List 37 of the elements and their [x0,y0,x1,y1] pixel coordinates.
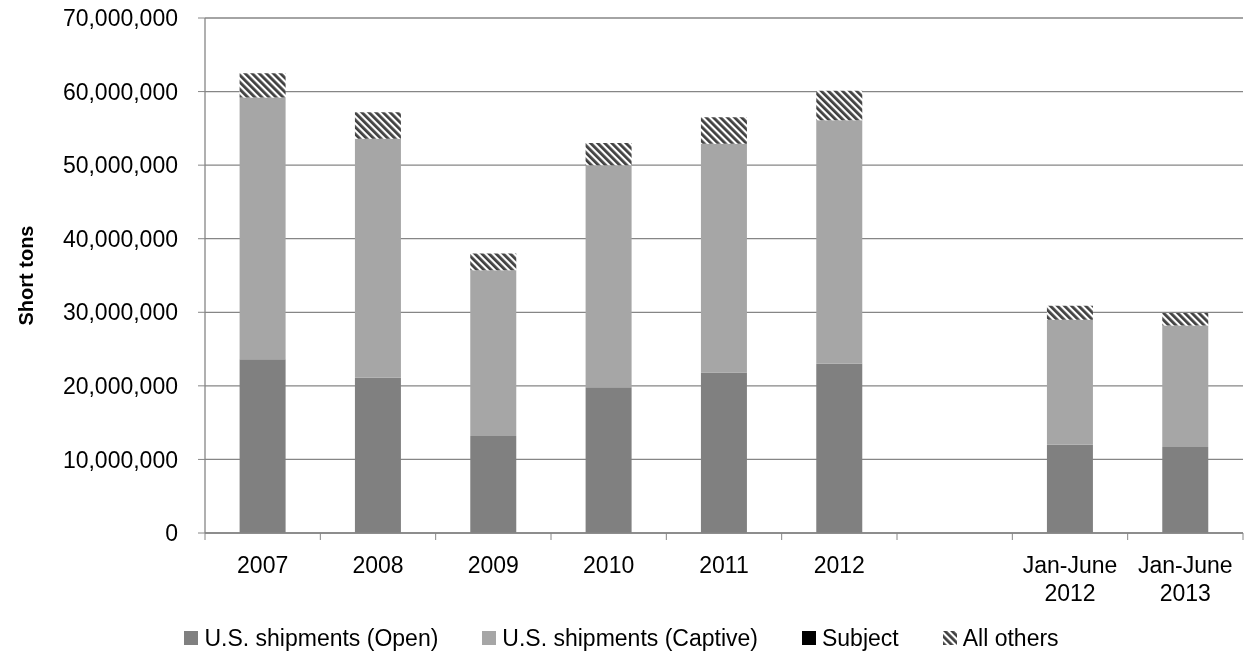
bar [700,117,747,144]
bar [816,120,863,364]
bar [470,270,517,436]
x-tick-label: 2007 [237,552,289,578]
bar [1046,305,1093,320]
y-tick-label: 60,000,000 [62,78,178,105]
y-tick-label: 30,000,000 [62,299,178,326]
bar [1162,325,1209,447]
legend-label: U.S. shipments (Open) [203,624,439,652]
x-tick-label: 2008 [352,552,404,578]
x-tick-label: Jan-June 2012 [1022,552,1118,606]
bar [585,165,632,388]
x-tick-label: 2012 [813,552,865,578]
y-axis-title: Short tons [15,225,37,326]
legend-label: U.S. shipments (Captive) [501,624,758,652]
bar [239,97,286,360]
y-tick-label: 20,000,000 [62,373,178,400]
x-tick-label: 2009 [467,552,519,578]
y-tick-label: 70,000,000 [62,5,178,32]
x-tick-label: 2011 [699,552,749,578]
legend-label: All others [961,624,1059,652]
x-tick-label: 2010 [583,552,635,578]
y-tick-label: 40,000,000 [62,225,178,252]
x-tick-label: Jan-June 2013 [1138,552,1233,606]
bar [585,143,632,166]
bar [470,253,517,271]
y-tick-label: 0 [165,520,178,547]
legend-label: Subject [821,624,899,652]
y-tick-label: 10,000,000 [62,446,178,473]
bar [239,73,286,98]
bar [354,112,401,139]
bar [816,90,863,121]
bar [1046,319,1093,445]
bar [354,138,401,378]
bar [700,143,747,373]
bar [1162,313,1209,326]
y-tick-label: 50,000,000 [62,152,178,179]
